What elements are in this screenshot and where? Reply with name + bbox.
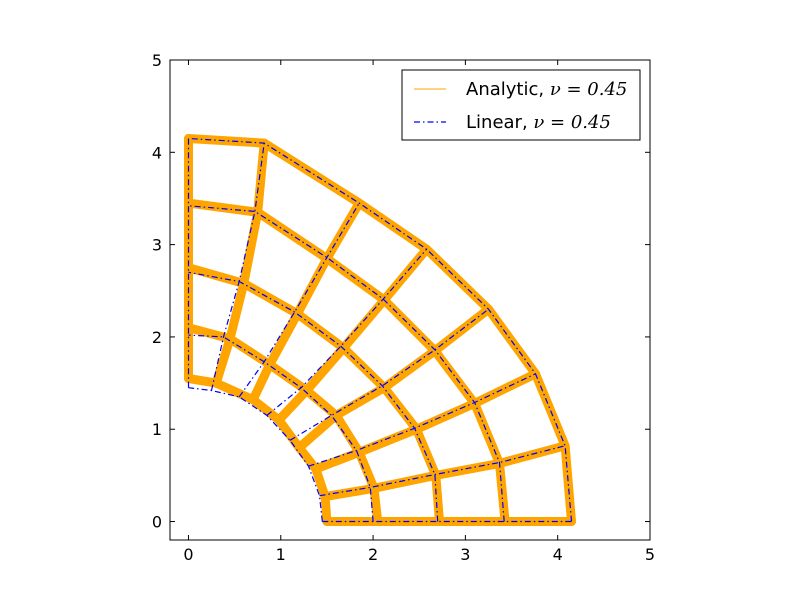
x-tick-label: 2 — [368, 545, 378, 564]
legend-box — [401, 69, 641, 141]
series-1-radial-line-6 — [210, 143, 265, 391]
series-1-radial-line-4 — [266, 248, 428, 416]
series-0-radial-line-2 — [311, 369, 540, 474]
y-tick-label: 4 — [152, 143, 162, 162]
series-1-arc-2 — [188, 271, 439, 522]
series-1-radial-line-2 — [308, 373, 536, 467]
legend: Analytic, ν = 0.45 Linear, ν = 0.45 — [401, 69, 641, 141]
y-tick-label: 2 — [152, 328, 162, 347]
plot-frame — [169, 59, 651, 541]
legend-label-0: Analytic, ν = 0.45 — [466, 79, 627, 100]
series-1-arc-0 — [188, 387, 323, 522]
series-layer — [184, 134, 576, 526]
x-tick-label: 5 — [645, 545, 655, 564]
y-tick-label: 5 — [152, 51, 162, 70]
y-tick-label: 1 — [152, 420, 162, 439]
series-1-arc-3 — [188, 205, 505, 522]
series-1-radial-line-3 — [289, 308, 489, 441]
series-0-arc-1 — [184, 323, 383, 526]
x-tick-label: 1 — [276, 545, 286, 564]
series-1-arc-4 — [188, 137, 573, 522]
series-1-radial-line-5 — [238, 202, 360, 398]
y-tick-label: 0 — [152, 513, 162, 532]
series-1 — [187, 137, 573, 523]
series-1-radial-line-1 — [319, 445, 566, 497]
legend-label-1: Linear, ν = 0.45 — [466, 112, 611, 133]
x-tick-label: 0 — [183, 545, 193, 564]
ticks-layer: 0 1 2 3 4 5 0 1 2 3 4 5 — [152, 51, 655, 564]
y-tick-label: 3 — [152, 236, 162, 255]
x-tick-label: 4 — [553, 545, 563, 564]
x-tick-label: 3 — [460, 545, 470, 564]
series-1-arc-1 — [188, 334, 374, 522]
series-0-arc-0 — [184, 374, 332, 526]
